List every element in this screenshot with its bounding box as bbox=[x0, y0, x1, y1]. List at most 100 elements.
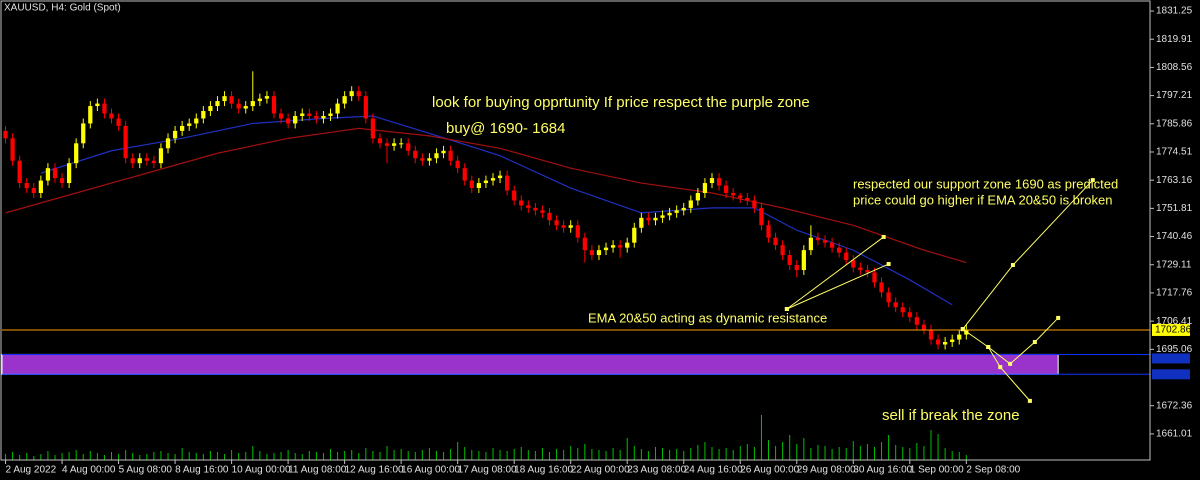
candle-body bbox=[187, 123, 192, 126]
x-tick-label: 11 Aug 08:00 bbox=[288, 465, 347, 476]
candle-body bbox=[384, 143, 390, 146]
candle-body bbox=[801, 250, 806, 270]
x-tick-label: 2 Sep 08:00 bbox=[966, 465, 1020, 476]
candle-body bbox=[900, 307, 905, 313]
candle-body bbox=[512, 190, 517, 201]
candle-body bbox=[399, 143, 404, 145]
ema-line bbox=[40, 115, 953, 306]
candle-body bbox=[872, 272, 877, 283]
x-tick-label: 29 Aug 08:00 bbox=[797, 465, 856, 476]
y-tick-label: 1797.21 bbox=[1156, 90, 1193, 101]
candle-body bbox=[201, 111, 206, 119]
y-tick-label: 1717.76 bbox=[1156, 288, 1193, 299]
candle-body bbox=[31, 188, 36, 193]
candle-body bbox=[575, 225, 580, 238]
y-tick-label: 1740.46 bbox=[1156, 231, 1193, 242]
y-tick-label: 1706.41 bbox=[1156, 316, 1193, 327]
candle-body bbox=[476, 183, 481, 189]
candle-body bbox=[257, 98, 262, 102]
x-tick-label: 1 Sep 00:00 bbox=[910, 465, 964, 476]
drawing-point bbox=[1056, 315, 1061, 320]
frame bbox=[0, 0, 1151, 461]
candle-body bbox=[724, 185, 729, 193]
candle-body bbox=[66, 163, 72, 184]
y-tick-label: 1763.16 bbox=[1156, 175, 1193, 186]
candle-body bbox=[215, 101, 220, 107]
x-tick-label: 17 Aug 08:00 bbox=[458, 465, 517, 476]
candle-body bbox=[208, 106, 213, 112]
candle-body bbox=[540, 210, 545, 213]
support-zone bbox=[1, 353, 1059, 375]
candle-body bbox=[787, 255, 792, 266]
candle-body bbox=[589, 250, 595, 256]
candle-body bbox=[455, 160, 460, 169]
drawing-point bbox=[998, 365, 1003, 370]
candle-body bbox=[102, 103, 107, 114]
candle-body bbox=[943, 342, 948, 345]
candle-body bbox=[914, 317, 919, 325]
candle-body bbox=[3, 130, 8, 139]
candle-body bbox=[95, 103, 100, 107]
candle-body bbox=[130, 158, 135, 164]
candle-body bbox=[278, 113, 284, 119]
x-tick-label: 16 Aug 00:00 bbox=[401, 465, 460, 476]
candle-body bbox=[646, 217, 651, 221]
candle-body bbox=[342, 96, 347, 104]
annotation: price could go higher if EMA 20&50 is br… bbox=[853, 192, 1112, 207]
y-tick-label: 1831.25 bbox=[1156, 6, 1193, 17]
candle-body bbox=[349, 91, 354, 97]
annotation: respected our support zone 1690 as predi… bbox=[853, 176, 1118, 191]
candle-body bbox=[950, 339, 955, 343]
trend-drawing bbox=[786, 263, 889, 310]
candle-body bbox=[356, 91, 361, 97]
chart-title: XAUUSD, H4: Gold (Spot) bbox=[4, 3, 121, 14]
candle-body bbox=[81, 123, 86, 144]
drawing-point bbox=[886, 262, 891, 267]
x-tick-label: 10 Aug 00:00 bbox=[232, 465, 291, 476]
x-tick-label: 24 Aug 16:00 bbox=[684, 465, 743, 476]
candle-body bbox=[38, 180, 43, 193]
candle-body bbox=[582, 237, 587, 251]
candle-body bbox=[554, 220, 559, 226]
candle-body bbox=[660, 215, 665, 218]
candle-body bbox=[674, 210, 679, 213]
candle-body bbox=[794, 265, 799, 270]
candle-body bbox=[667, 212, 672, 216]
y-tick-label: 1661.01 bbox=[1156, 429, 1193, 440]
candle-body bbox=[568, 225, 573, 228]
candle-body bbox=[74, 143, 79, 164]
candle-body bbox=[420, 158, 425, 161]
candle-body bbox=[109, 113, 114, 119]
y-tick-label: 1751.81 bbox=[1156, 203, 1193, 214]
candle-body bbox=[250, 101, 255, 107]
candle-body bbox=[639, 217, 644, 228]
zone-price-box bbox=[1152, 353, 1190, 364]
candle-body bbox=[264, 96, 270, 99]
drawing-point bbox=[986, 344, 991, 349]
candle-body bbox=[490, 178, 496, 181]
y-tick-label: 1808.56 bbox=[1156, 62, 1193, 73]
drawing-point bbox=[784, 306, 789, 311]
candle-body bbox=[625, 242, 630, 248]
candle-body bbox=[172, 130, 178, 139]
y-tick-label: 1729.11 bbox=[1156, 259, 1192, 270]
candle-body bbox=[116, 118, 121, 126]
candle-body bbox=[935, 339, 941, 345]
candle-body bbox=[618, 245, 623, 248]
candle-body bbox=[526, 205, 531, 208]
candle-body bbox=[222, 96, 227, 102]
drawing-point bbox=[1032, 340, 1037, 345]
x-tick-label: 2 Aug 2022 bbox=[6, 465, 57, 476]
candle-body bbox=[745, 197, 750, 201]
candle-body bbox=[837, 247, 842, 253]
x-tick-label: 26 Aug 00:00 bbox=[740, 465, 799, 476]
candle-body bbox=[151, 160, 157, 164]
annotation: buy@ 1690- 1684 bbox=[446, 120, 565, 137]
candle-body bbox=[413, 150, 418, 159]
annotation: look for buying opprtunity If price resp… bbox=[432, 94, 810, 111]
candle-body bbox=[165, 138, 171, 149]
candle-body bbox=[363, 96, 368, 119]
candle-body bbox=[10, 138, 15, 161]
candle-body bbox=[879, 282, 884, 293]
candle-body bbox=[271, 96, 277, 114]
